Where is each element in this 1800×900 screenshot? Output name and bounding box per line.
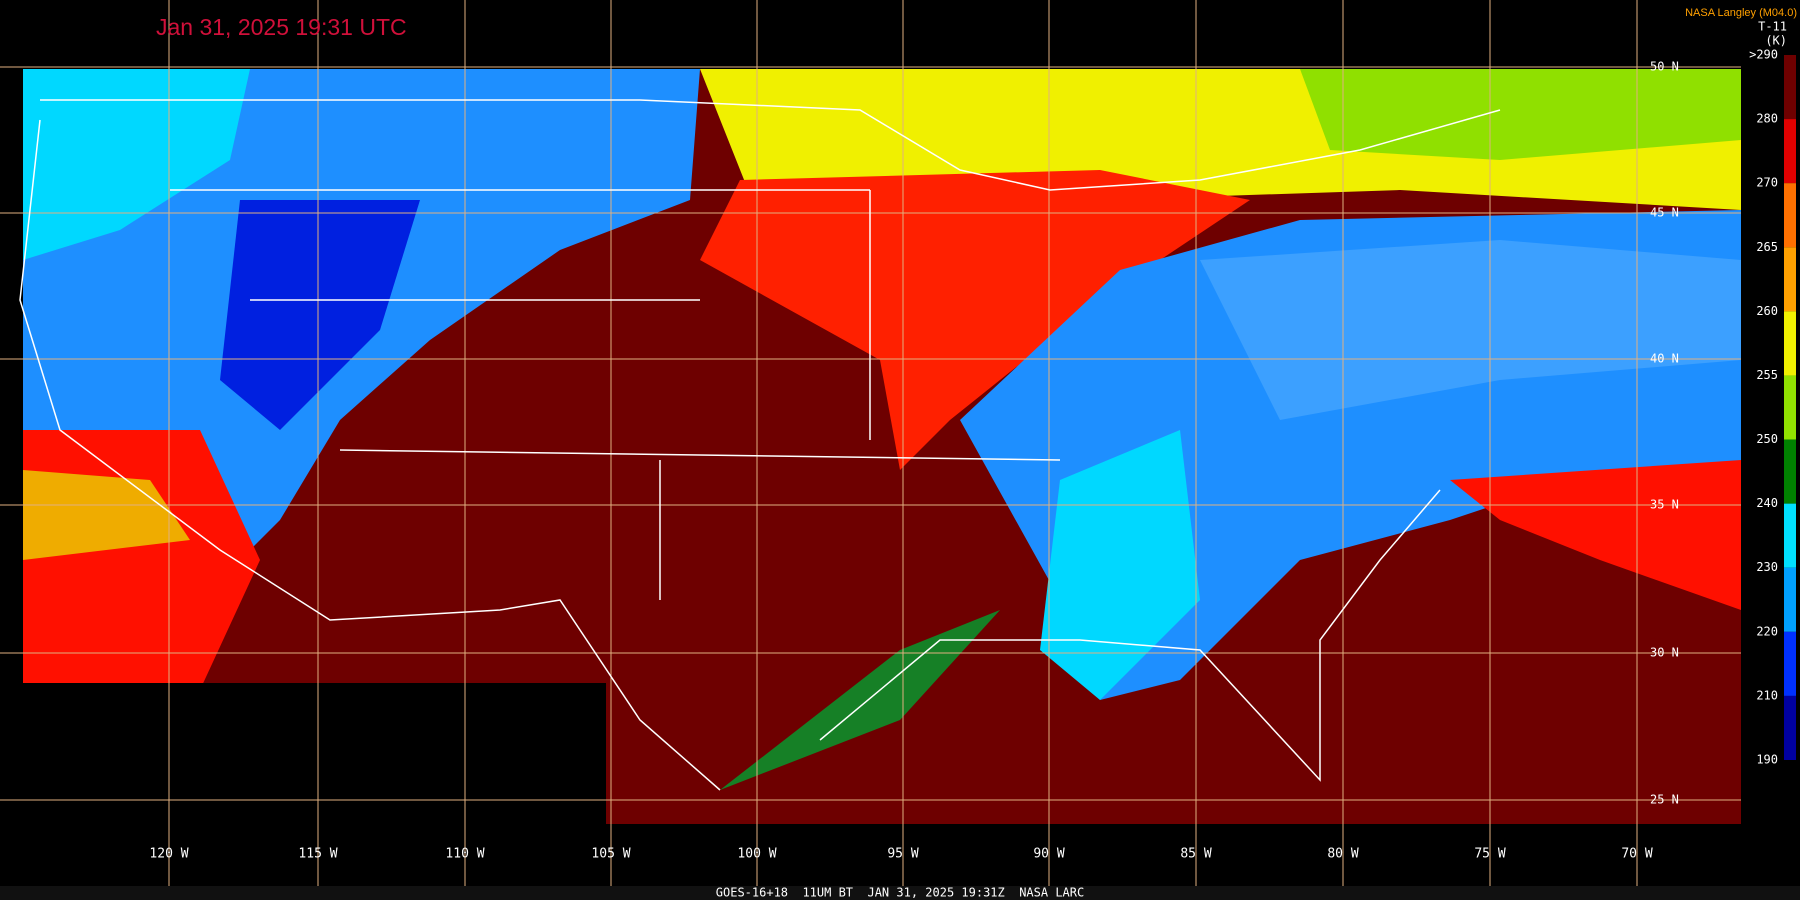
- longitude-label: 95 W: [887, 847, 918, 862]
- border-southwest: [19, 119, 721, 791]
- source-label: NASA Langley (M04.0): [1685, 7, 1797, 19]
- colorbar-label: 220: [1756, 624, 1778, 638]
- footer-bar: [0, 886, 1800, 900]
- colorbar: >290 280 270 265 260 255 250 240 230 220 210 190: [1741, 48, 1800, 783]
- colorbar-segment: [1784, 695, 1796, 760]
- longitude-label: 70 W: [1621, 847, 1652, 862]
- colorbar-label: 255: [1756, 368, 1778, 382]
- longitude-label: 90 W: [1033, 847, 1064, 862]
- title: Jan 31, 2025 19:31 UTC: [156, 14, 407, 40]
- colorbar-segment: [1784, 631, 1796, 696]
- cloud-cyan-east: [1040, 430, 1200, 700]
- colorbar-segment: [1784, 503, 1796, 568]
- colorbar-label: 270: [1756, 176, 1778, 190]
- longitude-label: 85 W: [1180, 847, 1211, 862]
- colorbar-segment: [1784, 567, 1796, 632]
- colorbar-label: 280: [1756, 112, 1778, 126]
- colorbar-label: 265: [1756, 240, 1778, 254]
- latitude-label: 45 N: [1650, 206, 1679, 220]
- coastline-gulf: [819, 489, 1441, 782]
- borders: [19, 99, 1501, 791]
- longitude-label: 75 W: [1474, 847, 1505, 862]
- colorbar-segment: [1784, 311, 1796, 376]
- colorbar-segment: [1784, 119, 1796, 184]
- colorbar-label: 240: [1756, 496, 1778, 510]
- longitude-label: 100 W: [737, 847, 776, 862]
- colorbar-label: >290: [1749, 48, 1778, 62]
- colorbar-label: 210: [1756, 688, 1778, 702]
- latitude-label: 25 N: [1650, 793, 1679, 807]
- footer: GOES-16+18 11UM BT JAN 31, 2025 19:31Z N…: [716, 886, 1084, 900]
- cloud-green-north: [1300, 69, 1741, 160]
- colorbar-segment: [1784, 375, 1796, 440]
- longitude-label: 105 W: [591, 847, 630, 862]
- colorbar-segment: [1784, 183, 1796, 248]
- cloud-blue-east: [1200, 240, 1741, 420]
- colorbar-label: 260: [1756, 304, 1778, 318]
- imagery: [23, 69, 1741, 900]
- colorbar-segment: [1784, 247, 1796, 312]
- longitude-label: 110 W: [445, 847, 484, 862]
- cloud-deep-blue: [220, 200, 420, 430]
- longitude-label: 120 W: [149, 847, 188, 862]
- cloud-yellow: [23, 470, 190, 560]
- colorbar-segment: [1784, 439, 1796, 504]
- latitude-label: 30 N: [1650, 646, 1679, 660]
- longitude-label: 115 W: [298, 847, 337, 862]
- latitude-label: 40 N: [1650, 352, 1679, 366]
- warm-band: [700, 170, 1250, 470]
- colorbar-label: 250: [1756, 432, 1778, 446]
- cloud-band-gulf: [720, 610, 1000, 790]
- legend-title: T-11: [1758, 20, 1787, 34]
- cloud-cyan: [23, 69, 250, 260]
- state-lines: [170, 189, 1061, 600]
- latitude-label: 35 N: [1650, 498, 1679, 512]
- colorbar-segment: [1784, 55, 1796, 120]
- legend-unit: (K): [1765, 34, 1787, 48]
- latitude-label: 50 N: [1650, 60, 1679, 74]
- colorbar-label: 190: [1756, 753, 1778, 767]
- no-data: [23, 683, 606, 900]
- warm-red-east: [1450, 460, 1741, 610]
- border-north: [40, 99, 1501, 191]
- colorbar-label: 230: [1756, 560, 1778, 574]
- longitude-label: 80 W: [1327, 847, 1358, 862]
